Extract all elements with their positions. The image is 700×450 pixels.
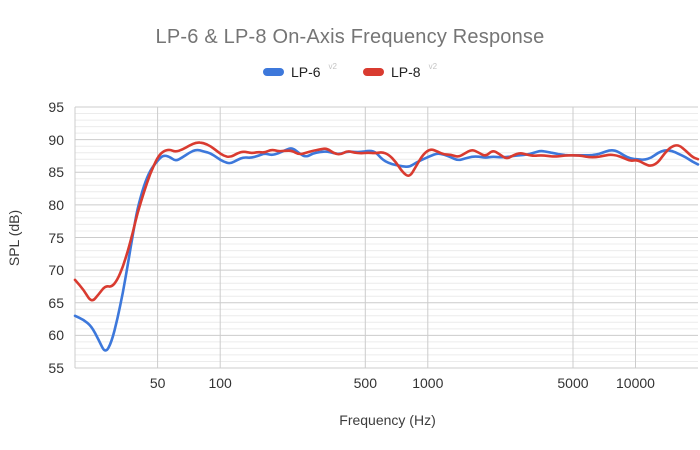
legend-superscript-lp8: v2 <box>428 61 438 71</box>
y-tick-label: 65 <box>48 294 64 311</box>
legend-label-lp8: LP-8 <box>391 64 421 80</box>
x-tick-label: 10000 <box>616 375 655 391</box>
lp6-series-line <box>73 147 700 352</box>
chart-title: LP-6 & LP-8 On-Axis Frequency Response <box>155 26 545 48</box>
y-tick-label: 55 <box>48 360 64 376</box>
y-tick-label: 80 <box>48 196 64 213</box>
legend-label-lp6: LP-6 <box>290 64 321 80</box>
lp8-series-line <box>73 141 700 302</box>
x-tick-label: 500 <box>353 375 377 391</box>
x-tick-label: 5000 <box>557 375 589 391</box>
y-tick-label: 95 <box>48 99 64 115</box>
lp6-series-swatch <box>262 68 284 76</box>
y-tick-label: 85 <box>48 164 64 181</box>
legend-item-lp6[interactable]: LP-6 v2 <box>262 61 337 80</box>
lp8-series-swatch <box>363 68 384 76</box>
legend-item-lp8[interactable]: LP-8 v2 <box>363 61 438 80</box>
y-tick-label: 75 <box>48 229 64 246</box>
legend-superscript-lp6: v2 <box>328 61 337 71</box>
y-axis-title: SPL (dB) <box>6 209 22 267</box>
x-tick-label: 50 <box>149 375 166 391</box>
y-tick-label: 60 <box>48 327 64 344</box>
x-tick-label: 100 <box>208 375 232 391</box>
legend: LP-6 v2 LP-8 v2 <box>0 61 700 80</box>
y-tick-label: 90 <box>48 131 64 148</box>
x-tick-label: 1000 <box>412 375 444 391</box>
y-tick-label: 70 <box>48 262 64 279</box>
x-axis-title: Frequency (Hz) <box>339 412 436 428</box>
